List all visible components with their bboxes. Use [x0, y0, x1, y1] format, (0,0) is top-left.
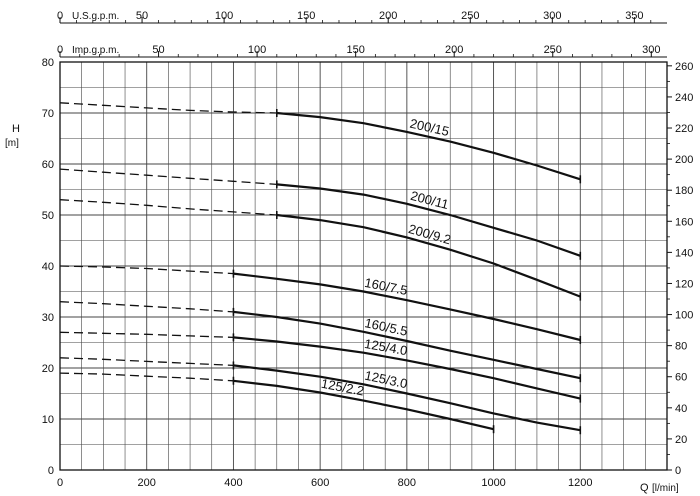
grid: [59, 61, 668, 471]
y-tick-label: 10: [42, 414, 54, 426]
y-tick-label: 60: [42, 159, 54, 171]
right-axis-tick-label: 260: [675, 61, 693, 73]
axes: [59, 17, 672, 471]
top-axis-usgpm-label: U.S.g.p.m.: [72, 11, 119, 22]
usgpm-tick-label: 300: [543, 10, 561, 22]
curve-solid-segment: [233, 364, 581, 432]
curve-dashed-segment: [59, 372, 234, 382]
curve-solid-segment: [276, 213, 581, 298]
right-axis-tick-label: 120: [675, 278, 693, 290]
curve-label: 125/4.0: [363, 336, 408, 358]
usgpm-tick-label: 250: [461, 10, 479, 22]
curve-solid-segment: [233, 336, 581, 400]
impgpm-tick-label: 150: [346, 44, 364, 56]
right-axis-tick-label: 180: [675, 185, 693, 197]
right-axis-tick-label: 240: [675, 92, 693, 104]
right-axis-tick-label: 220: [675, 123, 693, 135]
y-axis-label: H: [12, 123, 20, 135]
impgpm-tick-label: 100: [248, 44, 266, 56]
y-tick-label: 20: [42, 363, 54, 375]
right-axis-tick-label: 200: [675, 154, 693, 166]
right-axis-tick-label: 40: [675, 403, 687, 415]
y-axis-unit: [m]: [5, 138, 19, 149]
x-tick-label: 800: [398, 477, 416, 489]
curve-dashed-segment: [59, 102, 277, 114]
curve-dashed-segment: [59, 331, 234, 339]
x-tick-label: 200: [138, 477, 156, 489]
impgpm-tick-label: 0: [57, 44, 63, 56]
x-axis-unit: [l/min]: [652, 483, 679, 494]
y-tick-label: 0: [48, 465, 54, 477]
curve-solid-segment: [276, 183, 581, 257]
usgpm-tick-label: 150: [297, 10, 315, 22]
y-tick-label: 50: [42, 210, 54, 222]
impgpm-tick-label: 250: [544, 44, 562, 56]
x-tick-label: 600: [311, 477, 329, 489]
right-axis-tick-label: 160: [675, 216, 693, 228]
right-axis-tick-label: 20: [675, 434, 687, 446]
curve-dashed-segment: [59, 265, 234, 275]
curve-dashed-segment: [59, 301, 234, 313]
usgpm-tick-label: 0: [57, 10, 63, 22]
curve-125-4-0: 125/4.0: [59, 331, 582, 403]
curve-dashed-segment: [59, 168, 277, 186]
right-axis-tick-label: 80: [675, 341, 687, 353]
curve-solid-segment: [276, 111, 581, 181]
x-tick-label: 0: [57, 477, 63, 489]
x-tick-label: 1200: [568, 477, 592, 489]
curve-dashed-segment: [59, 199, 277, 216]
y-tick-label: 30: [42, 312, 54, 324]
tick-labels: 0 200 400 600 800 1000 12000102030405060708002…: [42, 10, 694, 489]
y-tick-label: 40: [42, 261, 54, 273]
y-tick-label: 80: [42, 57, 54, 69]
impgpm-tick-label: 50: [152, 44, 164, 56]
x-tick-label: 1000: [481, 477, 505, 489]
y-tick-label: 70: [42, 108, 54, 120]
impgpm-tick-label: 300: [642, 44, 660, 56]
top-axis-impgpm-label: Imp.g.p.m.: [72, 45, 119, 56]
usgpm-tick-label: 350: [625, 10, 643, 22]
curve-solid-segment: [233, 310, 581, 380]
right-axis-tick-label: 100: [675, 310, 693, 322]
curve-solid-segment: [233, 379, 494, 431]
x-tick-label: 400: [224, 477, 242, 489]
curve-dashed-segment: [59, 357, 234, 367]
usgpm-tick-label: 200: [379, 10, 397, 22]
impgpm-tick-label: 200: [445, 44, 463, 56]
right-axis-tick-label: 140: [675, 247, 693, 259]
curve-solid-segment: [233, 272, 581, 342]
usgpm-tick-label: 100: [215, 10, 233, 22]
right-axis-tick-label: 0: [675, 465, 681, 477]
x-axis-label: Q: [640, 482, 649, 494]
usgpm-tick-label: 50: [136, 10, 148, 22]
right-axis-tick-label: 60: [675, 372, 687, 384]
